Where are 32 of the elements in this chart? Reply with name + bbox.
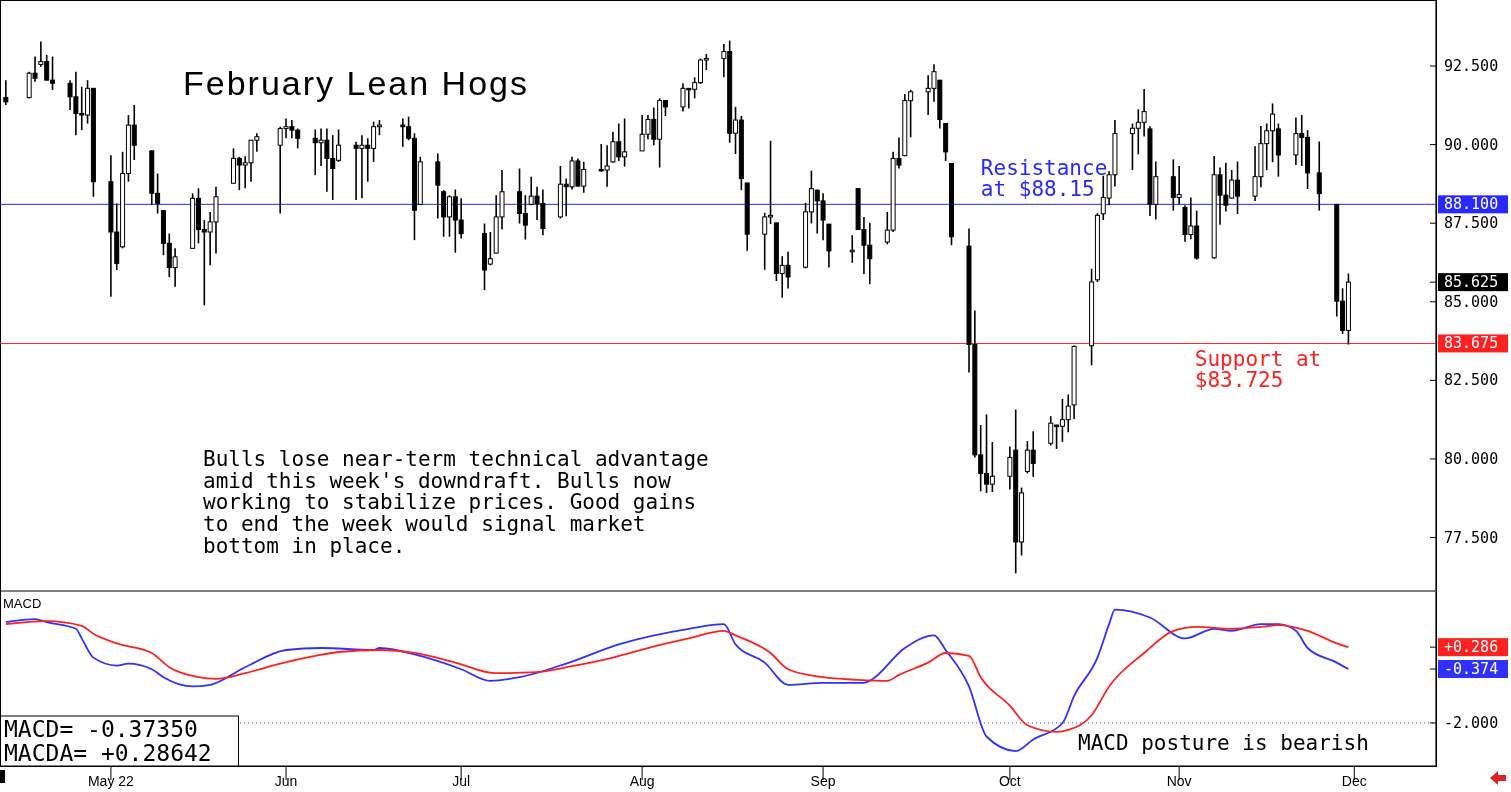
- y-tick-label: 82.500: [1444, 371, 1499, 390]
- x-tick-label: Jun: [274, 773, 298, 789]
- annotation: MACD= -0.37350: [4, 716, 198, 742]
- candlestick: [1316, 140, 1322, 212]
- annotation: Support at $83.725: [1194, 346, 1322, 392]
- y-tick-label: 85.000: [1444, 292, 1499, 311]
- candlestick: [3, 79, 9, 106]
- annotation: MACD posture is bearish: [1078, 731, 1369, 755]
- x-tick-label: Dec: [1341, 773, 1367, 789]
- annotation: MACDA= +0.28642: [4, 740, 212, 766]
- y-tick-label: -2.000: [1444, 713, 1499, 732]
- y-tick-label: 90.000: [1444, 135, 1499, 154]
- x-tick-label: Aug: [629, 773, 655, 789]
- candlestick: [435, 152, 441, 220]
- text: February Lean Hogs: [183, 64, 529, 102]
- y-tick-label: 80.000: [1444, 449, 1499, 468]
- x-tick-label: Oct: [998, 773, 1021, 789]
- ref-line-label: 83.675: [1444, 334, 1499, 353]
- annotation: Bulls lose near-term technical advantage amid this week's downdraft. Bulls now working to stabilize prices. Good gains to end the week would signal market bottom in place.: [203, 447, 709, 558]
- annotation: Resistance at $88.15: [980, 155, 1108, 201]
- y-tick-label: 87.500: [1444, 214, 1499, 233]
- y-tick-label: 77.500: [1444, 528, 1499, 547]
- x-tick-label: Sep: [810, 773, 836, 789]
- x-tick-label: Nov: [1166, 773, 1192, 789]
- x-tick-label: Jul: [452, 773, 471, 789]
- x-tick-label: May 22: [87, 773, 135, 789]
- y-tick-label: 92.500: [1444, 57, 1499, 76]
- ref-line-label: 88.100: [1444, 195, 1499, 214]
- y-tick-label: -0.374: [1444, 660, 1499, 679]
- y-tick-label: 85.625: [1444, 273, 1499, 292]
- chart-title: MACD: [3, 596, 42, 611]
- y-tick-label: +0.286: [1444, 638, 1499, 657]
